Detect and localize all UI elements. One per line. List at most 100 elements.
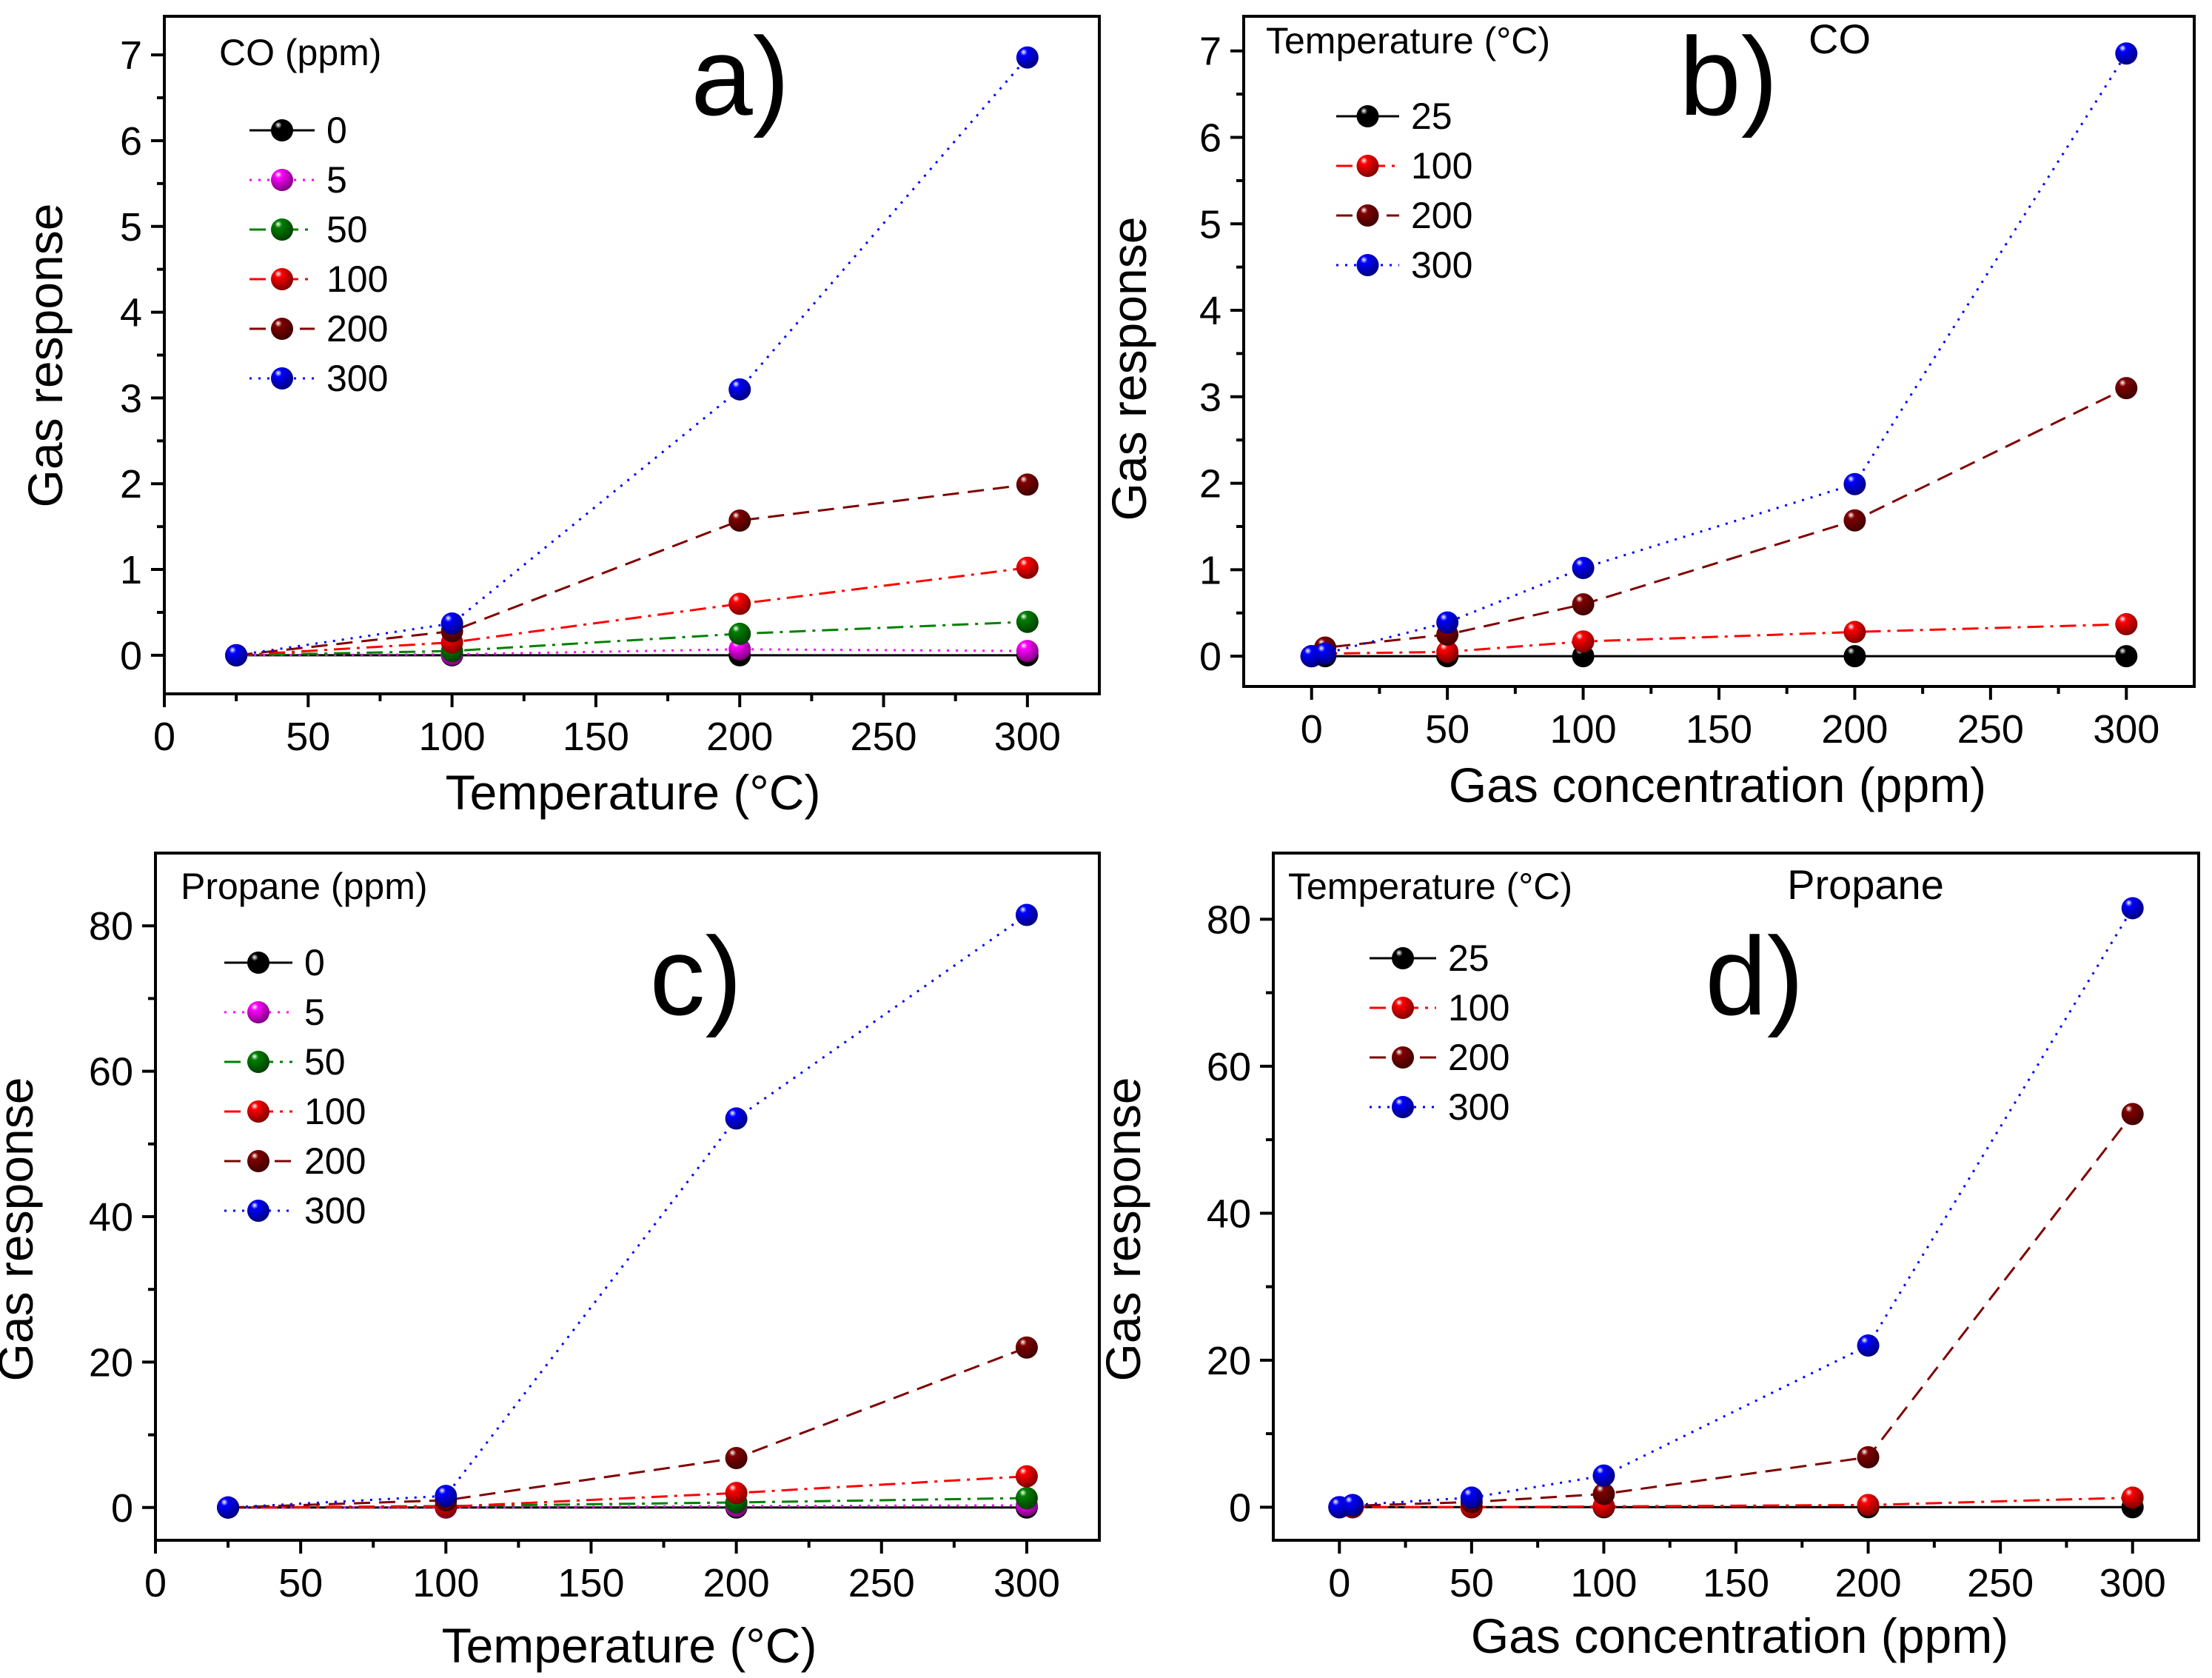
y-tick-label: 0 xyxy=(1199,635,1221,679)
legend-title: Temperature (°C) xyxy=(1266,20,1550,61)
series-300 xyxy=(217,903,1038,1519)
legend-entry: 100 xyxy=(224,1091,366,1132)
data-point xyxy=(1015,1487,1038,1510)
legend-label: 100 xyxy=(326,258,388,300)
data-point xyxy=(1016,473,1039,496)
legend-entry: 25 xyxy=(1370,937,1489,979)
legend-marker xyxy=(1392,947,1414,969)
y-axis: 0 1 2 3 4 5 6 7 xyxy=(1199,30,1244,679)
legend-entry: 300 xyxy=(1336,244,1472,286)
legend-marker xyxy=(271,367,293,390)
data-point xyxy=(1843,621,1866,644)
x-tick-label: 0 xyxy=(144,1561,167,1605)
legend-entry: 0 xyxy=(249,110,347,151)
data-point xyxy=(1016,46,1039,69)
x-tick-label: 50 xyxy=(1425,707,1469,752)
series-line xyxy=(236,566,1028,657)
gas-annotation: CO xyxy=(1809,16,1871,62)
legend-marker xyxy=(271,218,293,241)
legend-marker xyxy=(1356,204,1379,227)
y-tick-label: 4 xyxy=(1199,289,1221,333)
legend-label: 200 xyxy=(1411,195,1472,236)
legend-entry: 5 xyxy=(249,159,347,201)
y-tick-label: 0 xyxy=(120,634,142,678)
series-line xyxy=(236,621,1028,657)
y-tick-label: 4 xyxy=(120,291,142,335)
series-0 xyxy=(225,644,1039,666)
y-axis: 0 20 40 60 80 xyxy=(1207,898,1273,1530)
x-tick-label: 0 xyxy=(153,715,175,759)
y-tick-label: 0 xyxy=(111,1486,133,1531)
y-axis-label: Gas response xyxy=(0,1077,43,1382)
x-tick-label: 300 xyxy=(2093,707,2159,752)
y-tick-label: 6 xyxy=(120,119,142,164)
legend-title: Temperature (°C) xyxy=(1288,866,1572,907)
legend-marker xyxy=(247,1051,269,1073)
legend-entry: 300 xyxy=(224,1190,366,1231)
data-point xyxy=(1592,1483,1615,1505)
series-line xyxy=(228,1346,1028,1509)
legend-label: 0 xyxy=(304,942,325,983)
legend-entry: 100 xyxy=(249,258,388,300)
x-tick-label: 50 xyxy=(1449,1561,1494,1605)
data-point xyxy=(1016,610,1039,633)
legend-label: 0 xyxy=(326,110,347,151)
data-point xyxy=(1843,509,1866,532)
series-200 xyxy=(1328,1103,2144,1519)
x-axis-label: Temperature (°C) xyxy=(446,765,821,820)
data-point xyxy=(2121,897,2144,920)
series-100 xyxy=(217,1465,1038,1519)
data-point xyxy=(1314,642,1337,665)
y-tick-label: 0 xyxy=(1229,1485,1251,1530)
y-tick-label: 1 xyxy=(120,548,142,592)
legend-label: 50 xyxy=(326,209,368,250)
legend: Temperature (°C) 25 100 200 300 xyxy=(1288,866,1572,1128)
legend-label: 5 xyxy=(304,992,325,1033)
legend-label: 5 xyxy=(326,159,347,201)
x-tick-label: 50 xyxy=(278,1561,323,1605)
data-point xyxy=(1857,1494,1880,1517)
data-point xyxy=(725,1447,748,1470)
y-tick-label: 2 xyxy=(1199,462,1221,507)
y-tick-label: 60 xyxy=(1207,1045,1251,1089)
series-300 xyxy=(225,46,1039,666)
data-point xyxy=(728,592,751,615)
legend-entry: 100 xyxy=(1336,145,1472,187)
y-tick-label: 5 xyxy=(120,205,142,250)
x-tick-label: 250 xyxy=(1957,707,2024,752)
y-tick-label: 5 xyxy=(1199,202,1221,247)
x-tick-label: 200 xyxy=(706,715,773,759)
legend-label: 300 xyxy=(1448,1086,1509,1128)
y-tick-label: 2 xyxy=(120,462,142,507)
series-layer xyxy=(225,46,1039,666)
y-tick-label: 7 xyxy=(120,33,142,78)
plot-frame xyxy=(154,852,1101,1542)
legend-marker xyxy=(1356,155,1379,177)
series-25 xyxy=(1300,645,2138,668)
legend-entry: 5 xyxy=(224,992,325,1033)
data-point xyxy=(1016,640,1039,663)
legend-marker xyxy=(247,952,269,974)
legend-marker xyxy=(271,119,293,141)
y-tick-label: 40 xyxy=(89,1195,133,1240)
legend-marker xyxy=(247,1150,269,1172)
series-200 xyxy=(217,1336,1038,1519)
data-point xyxy=(1843,645,1866,668)
data-point xyxy=(1572,557,1595,580)
legend-marker xyxy=(247,1001,269,1023)
series-100 xyxy=(1300,612,2138,668)
gas-annotation: Propane xyxy=(1787,861,1944,908)
data-point xyxy=(2115,612,2138,635)
series-300 xyxy=(1328,897,2144,1519)
x-axis: 0 50 100 150 200 250 300 xyxy=(153,694,1061,759)
x-tick-label: 250 xyxy=(1967,1561,2034,1605)
data-point xyxy=(1572,630,1595,653)
data-point xyxy=(2115,42,2138,65)
data-point xyxy=(1436,641,1459,663)
legend-marker xyxy=(1356,105,1379,127)
y-axis-label: Gas response xyxy=(1102,217,1156,521)
panel-label: a) xyxy=(691,14,789,138)
data-point xyxy=(217,1496,240,1519)
legend-label: 200 xyxy=(304,1140,366,1182)
